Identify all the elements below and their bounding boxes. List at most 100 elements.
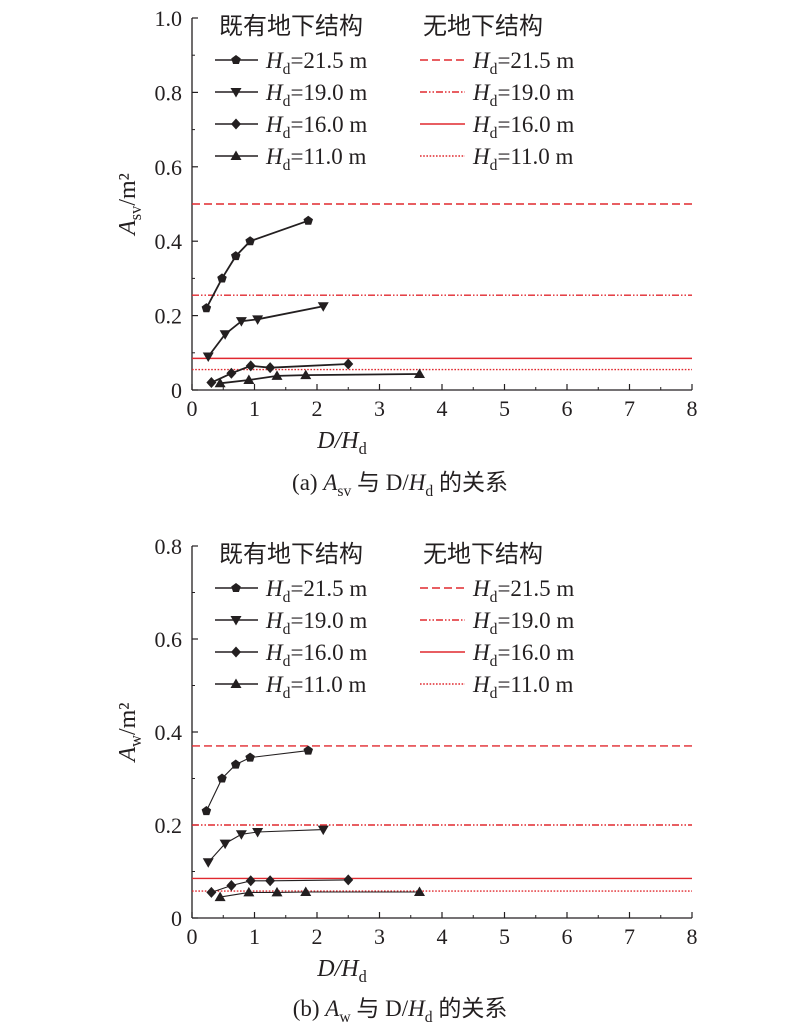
legend-swatch-triangle-up [230, 150, 242, 160]
data-point-diamond [265, 875, 276, 887]
y-tick-label: 0.6 [155, 155, 183, 180]
legend-swatch-pentagon [231, 55, 241, 65]
data-point-triangle-down [202, 858, 214, 868]
legend-swatch-diamond [231, 118, 241, 130]
legend-label: Hd=11.0 m [472, 672, 574, 702]
data-point-diamond [226, 367, 237, 379]
data-point-triangle-up [271, 370, 283, 380]
data-point-triangle-up [271, 886, 283, 897]
x-axis-label: D/Hd [316, 428, 367, 458]
data-point-diamond [343, 874, 354, 886]
legend-label: Hd=21.5 m [472, 576, 574, 606]
x-tick-label: 3 [374, 924, 385, 949]
data-point-triangle-up [414, 368, 425, 379]
x-tick-label: 8 [687, 396, 698, 421]
data-point-diamond [245, 875, 256, 887]
data-point-triangle-down [219, 330, 231, 340]
data-point-triangle-down [317, 825, 329, 836]
x-tick-label: 8 [687, 924, 698, 949]
legend-label: Hd=11.0 m [472, 144, 574, 174]
legend-label: Hd=16.0 m [265, 112, 367, 142]
data-point-triangle-up [300, 369, 312, 380]
x-tick-label: 6 [562, 396, 573, 421]
y-tick-label: 0 [171, 378, 182, 403]
legend-header-none: 无地下结构 [423, 541, 543, 568]
legend-label: Hd=16.0 m [265, 640, 367, 670]
x-tick-label: 5 [499, 396, 510, 421]
data-point-triangle-down [235, 317, 247, 327]
x-tick-label: 7 [624, 396, 635, 421]
chart-panel-1: 0 1 2 3 4 5 6 7 8 0 0.2 0.4 0.6 0.8 D/Hd Aw/m² 既有地下结构 无地下… [115, 534, 698, 1026]
x-tick-label: 3 [374, 396, 385, 421]
y-tick-label: 1.0 [155, 6, 183, 31]
x-tick-label: 1 [249, 396, 260, 421]
legend-label: Hd=19.0 m [265, 80, 367, 110]
legend-label: Hd=21.5 m [472, 48, 574, 78]
data-point-pentagon [217, 773, 227, 783]
data-point-triangle-up [243, 374, 255, 384]
legend-header-existing: 既有地下结构 [219, 541, 363, 568]
y-tick-label: 0.6 [155, 627, 183, 652]
legend-header-none: 无地下结构 [423, 13, 543, 40]
data-point-pentagon [245, 236, 255, 246]
y-tick-label: 0.8 [155, 80, 183, 105]
data-point-triangle-down [317, 302, 329, 312]
figure-caption: (b) Aw 与 D/Hd 的关系 [293, 996, 508, 1026]
y-axis-label: Aw/m² [115, 703, 145, 764]
y-tick-label: 0.4 [155, 720, 183, 745]
data-point-triangle-up [414, 886, 425, 896]
data-point-triangle-up [243, 886, 255, 897]
data-point-pentagon [201, 806, 212, 816]
data-point-pentagon [245, 752, 255, 762]
x-tick-label: 1 [249, 924, 260, 949]
legend-swatch-pentagon [231, 583, 241, 593]
y-tick-label: 0.4 [155, 229, 183, 254]
data-point-diamond [245, 360, 256, 372]
data-point-pentagon [230, 251, 241, 261]
x-tick-label: 2 [312, 924, 323, 949]
y-tick-label: 0 [171, 906, 182, 931]
x-tick-label: 0 [187, 396, 198, 421]
data-point-triangle-down [252, 827, 264, 838]
legend-label: Hd=19.0 m [472, 608, 574, 638]
data-point-triangle-down [252, 315, 264, 325]
legend-label: Hd=19.0 m [472, 80, 574, 110]
y-axis-label: Asv/m² [115, 173, 145, 237]
legend-label: Hd=11.0 m [265, 144, 367, 174]
data-point-pentagon [303, 745, 314, 755]
y-tick-label: 0.2 [155, 813, 183, 838]
legend-swatch-triangle-down [230, 88, 242, 98]
x-tick-label: 4 [437, 924, 448, 949]
data-point-triangle-up [214, 891, 226, 902]
data-point-triangle-down [202, 352, 214, 363]
data-point-pentagon [303, 215, 314, 225]
x-tick-label: 7 [624, 924, 635, 949]
data-point-triangle-down [219, 839, 231, 850]
data-point-diamond [226, 879, 237, 891]
x-tick-label: 2 [312, 396, 323, 421]
x-tick-label: 6 [562, 924, 573, 949]
y-tick-label: 0.2 [155, 304, 183, 329]
legend-label: Hd=16.0 m [472, 112, 574, 142]
data-point-triangle-up [300, 886, 312, 896]
figure-caption: (a) Asv 与 D/Hd 的关系 [292, 470, 508, 500]
legend-swatch-triangle-up [230, 678, 242, 688]
legend-label: Hd=21.5 m [265, 576, 367, 606]
legend-swatch-diamond [231, 646, 241, 658]
legend-label: Hd=16.0 m [472, 640, 574, 670]
data-point-diamond [206, 886, 217, 898]
legend-label: Hd=19.0 m [265, 608, 367, 638]
legend-label: Hd=11.0 m [265, 672, 367, 702]
x-tick-label: 4 [437, 396, 448, 421]
data-point-diamond [265, 362, 276, 374]
data-point-triangle-down [235, 830, 247, 840]
data-point-pentagon [201, 303, 212, 313]
x-axis-label: D/Hd [316, 956, 367, 986]
chart-panel-0: 0 1 2 3 4 5 6 7 8 0 0.2 0.4 0.6 0.8 1.0 D/Hd Asv/m² 既有地下结… [115, 6, 698, 500]
x-tick-label: 0 [187, 924, 198, 949]
x-tick-label: 5 [499, 924, 510, 949]
data-point-diamond [343, 358, 354, 370]
data-point-diamond [206, 377, 217, 389]
y-tick-label: 0.8 [155, 534, 183, 559]
